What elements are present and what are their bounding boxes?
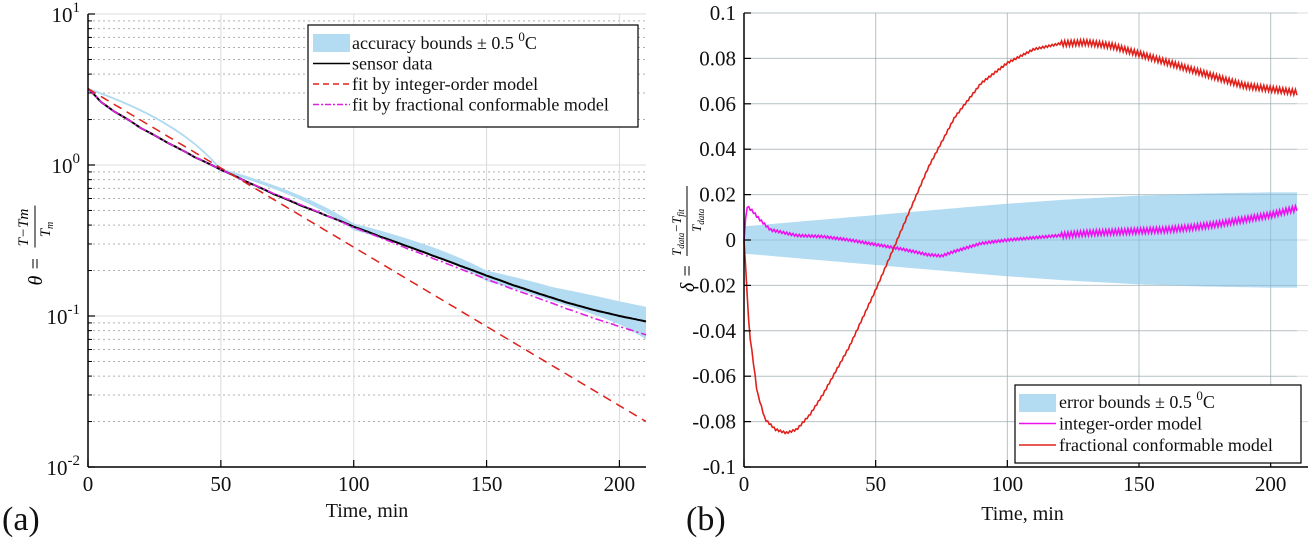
panel-b-x-axis-label: Time, min xyxy=(981,503,1064,525)
accuracy-bounds-band xyxy=(88,87,646,340)
x-tick-label: 50 xyxy=(865,472,886,496)
fractional-conformable-model-line xyxy=(743,36,1298,435)
y-tick-label: -0.08 xyxy=(692,410,736,434)
legend-entry-label: error bounds ± 0.5 0C xyxy=(1059,388,1215,412)
y-label-denominator: Tm xyxy=(38,222,56,238)
panel-b-series xyxy=(743,36,1298,435)
y-label-numerator: Tdata−Tfit xyxy=(669,209,686,256)
panel-b: 0 50 100 150 200 0.1 0.08 0.06 0.04 0.02 0 -0.02 -0.… xyxy=(669,1,1308,538)
y-tick-label: 101 xyxy=(52,0,81,27)
legend-entry-label: accuracy bounds ± 0.5 0C xyxy=(352,29,537,53)
legend-entry-label: fractional conformable model xyxy=(1059,435,1273,455)
y-tick-label: -0.1 xyxy=(703,455,736,479)
panel-a: 0 50 100 150 200 101 100 10-1 10-2 Time, min θ =… xyxy=(2,0,647,538)
legend-entry-label: sensor data xyxy=(352,54,432,74)
y-label-lhs: δ = xyxy=(677,264,699,292)
panel-a-x-axis-label: Time, min xyxy=(326,500,409,522)
x-tick-label: 150 xyxy=(1123,472,1155,496)
x-tick-label: 100 xyxy=(992,472,1024,496)
y-tick-label: -0.06 xyxy=(692,364,736,388)
integer-order-model-line xyxy=(743,203,1298,259)
y-label-group: θ = T−Tm Tm xyxy=(16,205,56,286)
panel-a-label: (a) xyxy=(2,501,40,538)
y-tick-label: -0.04 xyxy=(692,319,736,343)
panel-b-tick-labels: 0 50 100 150 200 0.1 0.08 0.06 0.04 0.02 0 -0.02 -0.… xyxy=(692,1,1286,496)
legend-swatch-band xyxy=(1019,394,1056,412)
y-label-lhs: θ = xyxy=(25,257,47,285)
legend-box xyxy=(1014,384,1302,464)
panel-a-axes xyxy=(87,13,646,468)
legend-entry-label: fit by integer-order model xyxy=(352,74,538,94)
y-tick-label: 0.1 xyxy=(710,1,736,25)
x-tick-label: 200 xyxy=(604,472,636,496)
legend-entry-label: fit by fractional conformable model xyxy=(352,95,609,115)
y-label-numerator: T−Tm xyxy=(16,209,32,247)
x-tick-label: 0 xyxy=(83,472,94,496)
y-tick-label: 10-2 xyxy=(47,453,81,480)
legend-entry-label: integer-order model xyxy=(1059,414,1202,434)
y-tick-label: 0.06 xyxy=(699,92,736,116)
legend-box xyxy=(307,24,639,128)
y-tick-label: 0.08 xyxy=(699,46,736,70)
x-tick-label: 100 xyxy=(338,472,370,496)
x-tick-label: 50 xyxy=(210,472,231,496)
integer-fit-line xyxy=(87,88,647,423)
fractional-fit-line xyxy=(87,88,647,336)
y-tick-label: 10-1 xyxy=(47,302,81,329)
y-label-denominator: Tdata xyxy=(689,208,706,232)
x-tick-label: 150 xyxy=(471,472,503,496)
x-tick-label: 0 xyxy=(739,472,750,496)
y-tick-label: -0.02 xyxy=(692,273,736,297)
panel-b-label: (b) xyxy=(686,501,726,538)
panel-a-y-axis-label: θ = T−Tm Tm xyxy=(16,205,56,286)
x-tick-label: 200 xyxy=(1255,472,1287,496)
sensor-data-line xyxy=(87,87,647,323)
panel-b-axes xyxy=(743,12,1308,468)
error-bounds-band xyxy=(744,192,1297,288)
y-tick-label: 0 xyxy=(726,228,737,252)
y-tick-label: 0.02 xyxy=(699,183,736,207)
legend-swatch-band xyxy=(313,34,350,52)
y-tick-label: 0.04 xyxy=(699,137,736,161)
panel-a-tick-labels: 0 50 100 150 200 101 100 10-1 10-2 xyxy=(47,0,636,496)
panel-a-series xyxy=(87,87,647,423)
y-tick-label: 100 xyxy=(52,151,81,178)
panel-a-accuracy-band xyxy=(88,87,646,340)
